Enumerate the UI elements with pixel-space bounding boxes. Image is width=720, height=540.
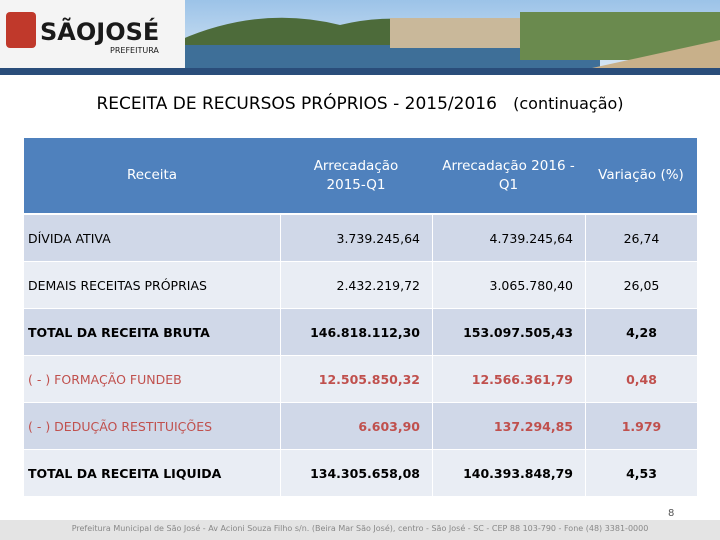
table-cell: 4,28: [585, 309, 697, 355]
table-row: DEMAIS RECEITAS PRÓPRIAS 2.432.219,72 3.06…: [24, 261, 697, 308]
table-cell: 3.739.245,64: [280, 215, 432, 261]
title-main: RECEITA DE RECURSOS PRÓPRIOS - 2015/2016: [96, 94, 497, 114]
table-cell: 0,48: [585, 356, 697, 402]
table-row: DÍVIDA ATIVA 3.739.245,64 4.739.245,64 26,7…: [24, 214, 697, 261]
header-banner: SÃOJOSÉ PREFEITURA: [0, 0, 720, 75]
table-cell: 137.294,85: [432, 403, 585, 449]
footer-bar: [0, 520, 720, 540]
footer-text: Prefeitura Municipal de São José - Av Ac…: [71, 524, 649, 533]
table-cell: 140.393.848,79: [432, 450, 585, 496]
table-cell: ( - ) DEDUÇÃO RESTITUIÇÕES: [28, 418, 213, 434]
table-cell: 26,74: [585, 215, 697, 261]
title-suffix: (continuação): [513, 94, 624, 113]
column-header: Arrecadação 2016 -Q1: [432, 138, 585, 213]
column-header: Arrecadação 2015-Q1: [280, 138, 432, 213]
table-cell: 12.566.361,79: [432, 356, 585, 402]
page-number: 8: [668, 508, 675, 519]
table-cell: DEMAIS RECEITAS PRÓPRIAS: [28, 277, 207, 293]
table-cell: TOTAL DA RECEITA BRUTA: [28, 324, 210, 340]
table-cell: 1.979: [585, 403, 697, 449]
table-cell: 4,53: [585, 450, 697, 496]
table-cell: 153.097.505,43: [432, 309, 585, 355]
logo-subtitle: PREFEITURA: [110, 46, 159, 55]
table-cell: 6.603,90: [280, 403, 432, 449]
table-cell: 134.305.658,08: [280, 450, 432, 496]
table-cell: 2.432.219,72: [280, 262, 432, 308]
table-row: ( - ) DEDUÇÃO RESTITUIÇÕES 6.603,90 137.29…: [24, 402, 697, 449]
table-cell: ( - ) FORMAÇÃO FUNDEB: [28, 371, 182, 387]
table-row: ( - ) FORMAÇÃO FUNDEB 12.505.850,32 12.566…: [24, 355, 697, 402]
table-cell: 3.065.780,40: [432, 262, 585, 308]
table-row: TOTAL DA RECEITA LIQUIDA 134.305.658,08 14…: [24, 449, 697, 496]
table-cell: TOTAL DA RECEITA LIQUIDA: [28, 465, 222, 481]
table-cell: 12.505.850,32: [280, 356, 432, 402]
table-cell: 26,05: [585, 262, 697, 308]
table-cell: 146.818.112,30: [280, 309, 432, 355]
table-cell: 4.739.245,64: [432, 215, 585, 261]
column-header: Variação (%): [585, 138, 697, 213]
table-row: TOTAL DA RECEITA BRUTA 146.818.112,30 153.…: [24, 308, 697, 355]
slide-title: RECEITA DE RECURSOS PRÓPRIOS - 2015/2016…: [0, 94, 720, 114]
table-cell: DÍVIDA ATIVA: [28, 230, 111, 246]
logo-title: SÃOJOSÉ: [40, 17, 159, 46]
column-header: Receita: [24, 138, 280, 213]
